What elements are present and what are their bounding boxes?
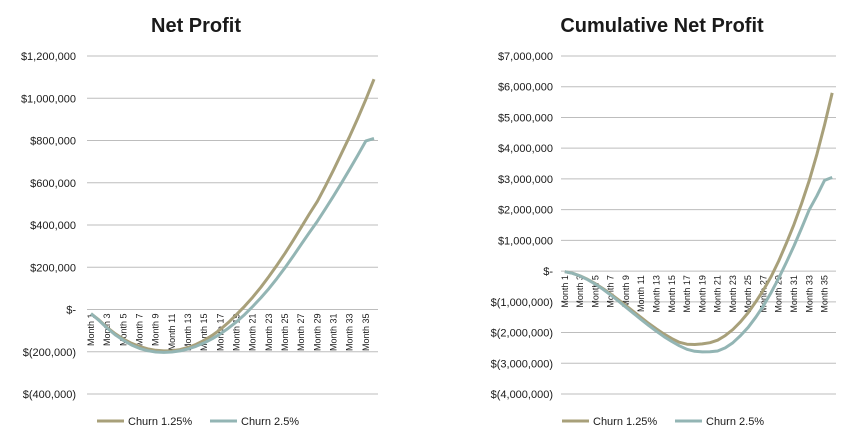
cumulative-net-profit-chart: Cumulative Net Profit $7,000,000 $6,000,0… (491, 15, 836, 428)
y-tick-label: $400,000 (30, 220, 76, 232)
x-tick-label: Month 25 (743, 275, 753, 313)
x-tick-label: Month 29 (774, 275, 784, 313)
y-tick-label: $1,200,000 (21, 51, 76, 63)
y-tick-label: $2,000,000 (498, 205, 553, 217)
x-tick-label: Month 7 (606, 275, 616, 308)
y-tick-label: $200,000 (30, 262, 76, 274)
x-tick-label: Month 21 (248, 314, 258, 352)
x-tick-label: Month 29 (312, 314, 322, 352)
y-tick-label: $7,000,000 (498, 51, 553, 63)
y-tick-label: $(400,000) (23, 389, 76, 401)
y-tick-label: $- (543, 266, 553, 278)
x-tick-label: Month 27 (296, 314, 306, 352)
x-tick-label: Month 5 (118, 314, 128, 347)
y-tick-label: $1,000,000 (21, 93, 76, 105)
x-tick-label: Month 5 (590, 275, 600, 308)
y-tick-label: $(2,000,000) (491, 328, 553, 340)
x-tick-label: Month 33 (345, 314, 355, 352)
y-tick-label: $5,000,000 (498, 112, 553, 124)
legend-label: Churn 2.5% (706, 416, 764, 428)
x-tick-label: Month 33 (804, 275, 814, 313)
x-tick-label: Month 3 (575, 275, 585, 308)
x-tick-label: Month 19 (232, 314, 242, 352)
chart-title: Cumulative Net Profit (560, 15, 764, 37)
x-tick-label: Month 1 (560, 275, 570, 308)
y-tick-label: $4,000,000 (498, 143, 553, 155)
x-tick-label: Month 9 (621, 275, 631, 308)
legend-label: Churn 1.25% (593, 416, 657, 428)
x-tick-label: Month 9 (151, 314, 161, 347)
x-tick-label: Month 23 (728, 275, 738, 313)
x-tick-label: Month 31 (329, 314, 339, 352)
y-tick-label: $600,000 (30, 178, 76, 190)
x-tick-label: Month 13 (183, 314, 193, 352)
x-tick-label: Month 15 (199, 314, 209, 352)
x-tick-label: Month 17 (682, 275, 692, 313)
series-line-churn-2-5 (90, 136, 375, 354)
y-tick-label: $(1,000,000) (491, 297, 553, 309)
x-tick-label: Month 11 (636, 275, 646, 312)
x-tick-label: Month 35 (361, 314, 371, 352)
x-tick-label: Month 23 (264, 314, 274, 352)
y-tick-label: $(4,000,000) (491, 389, 553, 401)
legend-label: Churn 1.25% (128, 416, 192, 428)
legend-label: Churn 2.5% (241, 416, 299, 428)
y-tick-label: $(3,000,000) (491, 358, 553, 370)
x-tick-label: Month 35 (820, 275, 830, 313)
net-profit-chart: Net Profit $1,200,000 $1,000,000 $800,000 $… (21, 15, 378, 428)
y-tick-label: $800,000 (30, 136, 76, 148)
y-tick-label: $- (66, 305, 76, 317)
x-tick-label: Month 1 (86, 314, 96, 347)
y-tick-label: $1,000,000 (498, 235, 553, 247)
x-tick-label: Month 15 (667, 275, 677, 313)
x-tick-label: Month 7 (135, 314, 145, 347)
x-tick-label: Month 21 (713, 275, 723, 313)
x-tick-label: Month 13 (651, 275, 661, 313)
y-tick-label: $6,000,000 (498, 82, 553, 94)
series-line-churn-2-5 (564, 176, 833, 354)
x-tick-label: Month 19 (697, 275, 707, 313)
chart-title: Net Profit (151, 15, 241, 37)
x-tick-label: Month 25 (280, 314, 290, 352)
x-tick-label: Month 27 (758, 275, 768, 313)
y-tick-label: $(200,000) (23, 347, 76, 359)
x-tick-label: Month 31 (789, 275, 799, 313)
y-tick-label: $3,000,000 (498, 174, 553, 186)
series-line-churn-1-25 (90, 78, 376, 353)
x-tick-label: Month 11 (167, 314, 177, 351)
